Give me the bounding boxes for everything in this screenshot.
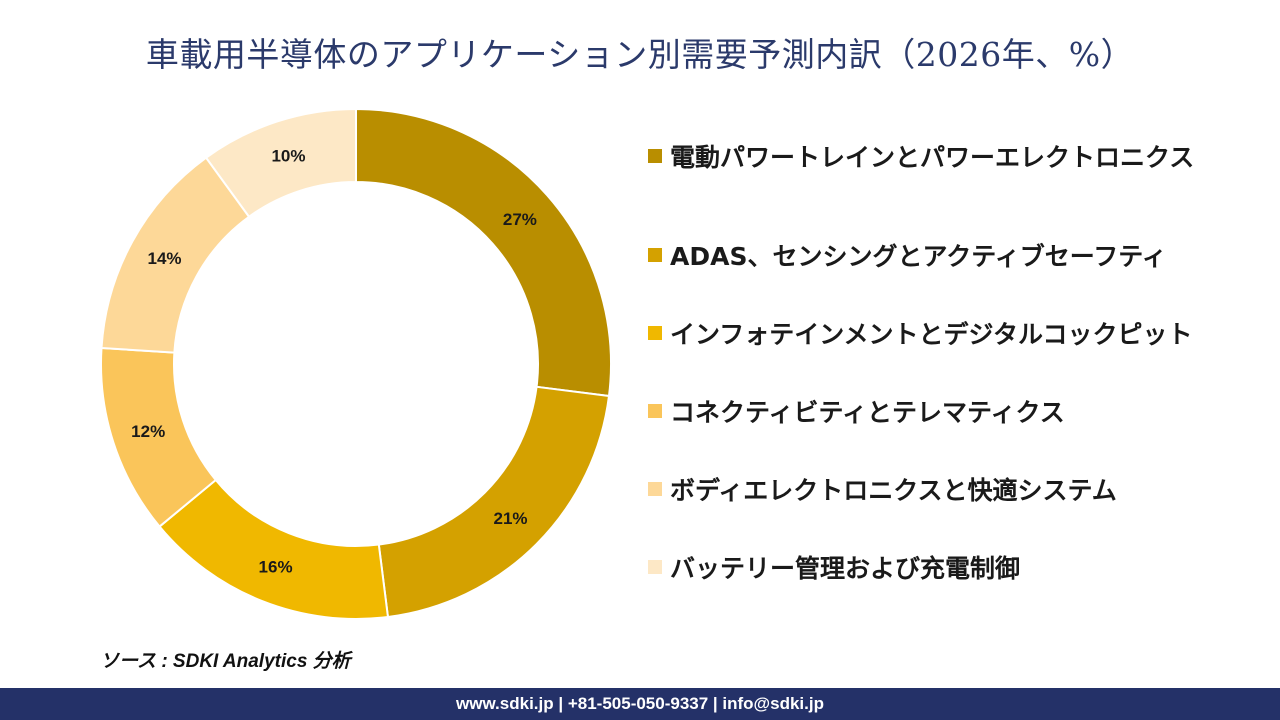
legend-item: 電動パワートレインとパワーエレクトロニクス [648,138,1194,174]
legend-swatch [648,326,662,340]
slice-label: 27% [503,210,537,229]
slice-label: 21% [493,509,527,528]
donut-slice [158,478,390,620]
legend-label: 電動パワートレインとパワーエレクトロニクス [670,143,1195,172]
legend-item: ADAS、センシングとアクティブセーフティ [648,216,1194,294]
source-note: ソース : SDKI Analytics 分析 [100,651,351,672]
legend-item: インフォテインメントとデジタルコックピット [648,294,1194,372]
slice-label: 16% [259,558,293,577]
legend-item: ボディエレクトロニクスと快適システム [648,450,1194,528]
legend-swatch [648,560,662,574]
donut-slice [355,107,612,398]
donut-slice [377,385,611,619]
chart-title: 車載用半導体のアプリケーション別需要予測内訳（2026年、%） [145,35,1135,74]
legend-label: バッテリー管理および充電制御 [670,554,1021,583]
donut-chart: 27% 21% 16% 12% 14% 10% [100,107,612,620]
legend-label: コネクティビティとテレマティクス [670,398,1065,427]
slice-label: 10% [271,147,305,166]
legend-swatch [648,248,662,262]
legend-swatch [648,404,662,418]
donut-slice [204,107,357,219]
footer-contact: www.sdki.jp | +81-505-050-9337 | info@sd… [0,688,1280,720]
slice-label: 14% [148,249,182,268]
legend-label: ADAS、センシングとアクティブセーフティ [670,242,1167,271]
slice-label: 12% [131,422,165,441]
legend-item: コネクティビティとテレマティクス [648,372,1194,450]
legend-label: インフォテインメントとデジタルコックピット [670,320,1193,349]
legend: 電動パワートレインとパワーエレクトロニクス ADAS、センシングとアクティブセー… [648,138,1194,606]
legend-swatch [648,482,662,496]
legend-swatch [648,149,662,163]
legend-item: バッテリー管理および充電制御 [648,528,1194,606]
legend-label: ボディエレクトロニクスと快適システム [670,476,1117,505]
